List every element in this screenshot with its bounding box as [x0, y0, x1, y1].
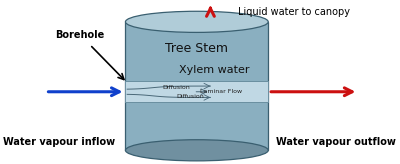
Polygon shape [126, 22, 268, 150]
Text: Water vapour outflow: Water vapour outflow [276, 137, 396, 147]
Text: Laminar Flow: Laminar Flow [200, 89, 242, 94]
Text: Tree Stem: Tree Stem [165, 42, 228, 55]
Text: Borehole: Borehole [55, 30, 104, 40]
Ellipse shape [126, 11, 268, 32]
Text: Diffusion: Diffusion [176, 94, 204, 99]
Text: Xylem water: Xylem water [178, 65, 249, 75]
Ellipse shape [126, 140, 268, 161]
Polygon shape [126, 81, 268, 102]
Text: Diffusion: Diffusion [162, 85, 190, 90]
Text: Liquid water to canopy: Liquid water to canopy [238, 7, 350, 17]
Text: Water vapour inflow: Water vapour inflow [3, 137, 115, 147]
